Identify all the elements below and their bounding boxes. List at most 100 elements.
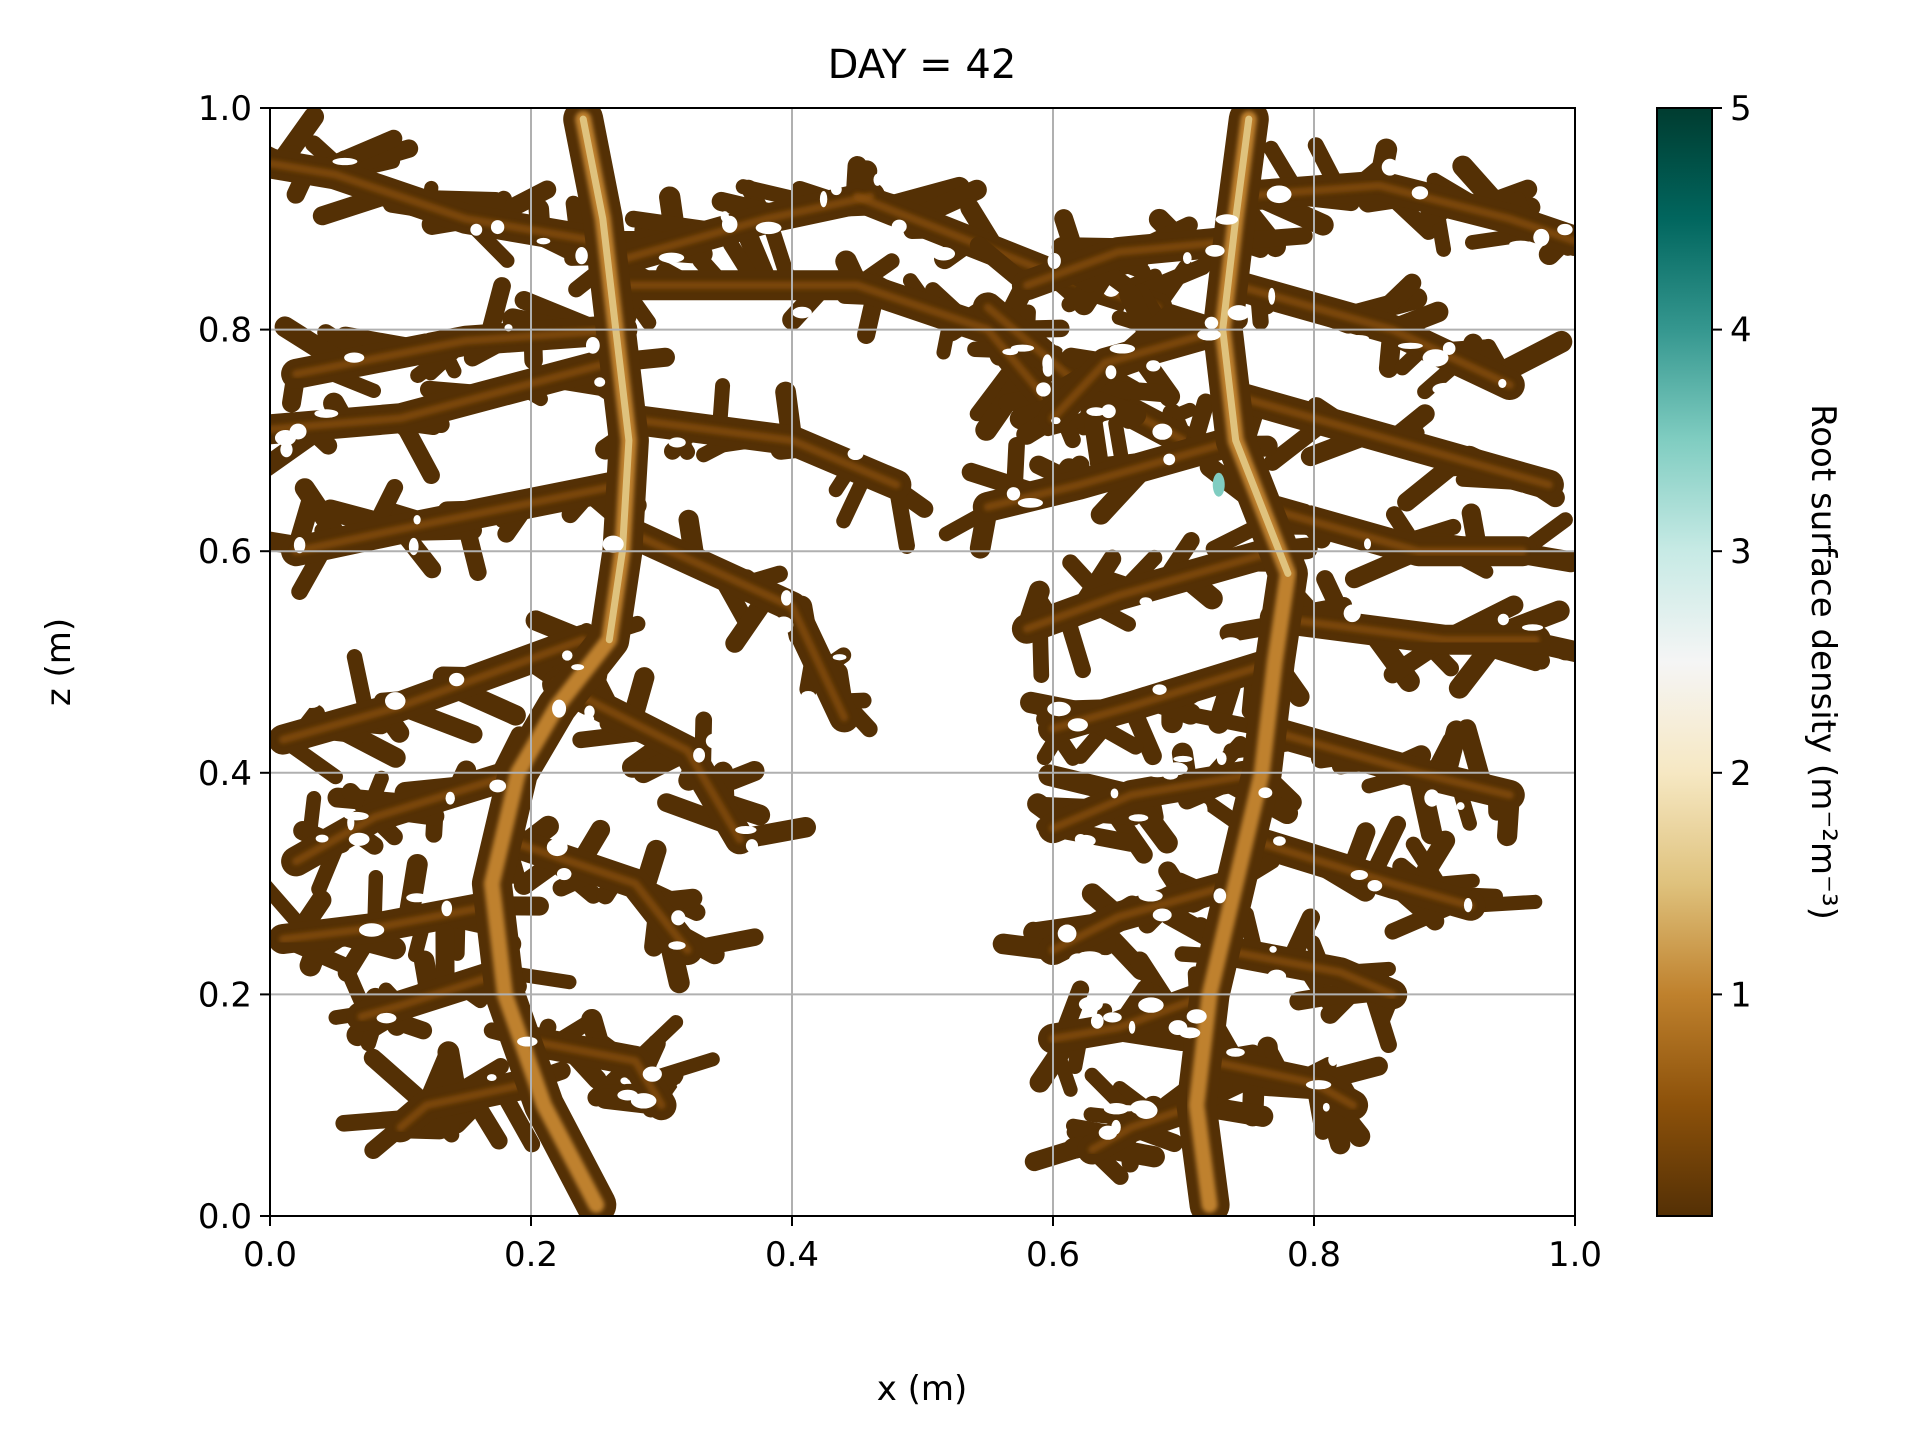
density-gap (1135, 1101, 1158, 1119)
y-tick-label: 0.4 (198, 754, 252, 794)
density-gap (546, 838, 568, 857)
density-gap (302, 699, 320, 709)
root-system-left (270, 108, 1232, 1216)
density-gap (1521, 624, 1544, 631)
density-gap (873, 173, 882, 186)
density-gap (1152, 684, 1167, 695)
density-gap (1514, 492, 1527, 500)
colorbar: 1 2 3 4 5 Root surface density (m⁻²m⁻³) (1656, 89, 1843, 1217)
density-gap (1067, 718, 1088, 732)
lateral-root-core (983, 436, 1240, 511)
y-axis-ticks: 0.0 0.2 0.4 0.6 0.8 1.0 (198, 89, 270, 1237)
density-gap (1335, 947, 1356, 958)
density-gap (1422, 349, 1449, 367)
density-gap (344, 352, 365, 363)
y-tick-label: 0.2 (198, 975, 252, 1015)
lateral-root-core (1022, 237, 1240, 290)
density-gap (376, 1012, 397, 1024)
lateral-root-core (292, 480, 627, 556)
density-gap (1103, 1103, 1129, 1115)
fine-root (270, 418, 280, 440)
density-gap (584, 705, 595, 719)
density-gap (1216, 752, 1227, 766)
density-gap (552, 699, 567, 718)
density-gap (556, 867, 572, 881)
density-gap (315, 834, 329, 843)
density-gap (585, 337, 600, 354)
lateral-root-core (1049, 325, 1227, 423)
density-gap (755, 221, 782, 235)
density-gap (1047, 252, 1061, 269)
colorbar-tick-label: 4 (1730, 311, 1752, 351)
density-gap (1227, 305, 1250, 321)
density-gap (510, 410, 534, 417)
lateral-root-core (514, 1034, 666, 1110)
density-gap (781, 590, 792, 606)
density-gap (1343, 604, 1361, 623)
density-gap (1138, 890, 1163, 902)
density-gap (433, 881, 450, 896)
density-gap (671, 910, 686, 926)
colorbar-tick-label: 3 (1730, 532, 1752, 572)
x-tick-label: 0.4 (765, 1235, 819, 1275)
density-gap (1220, 637, 1242, 651)
density-gap (1456, 802, 1465, 811)
lateral-root-core (1218, 946, 1397, 999)
density-gap (792, 306, 812, 319)
density-gap (1200, 803, 1208, 818)
density-gap (536, 237, 551, 245)
density-gap (1350, 870, 1368, 880)
lateral-root-core (292, 768, 522, 866)
density-gap (1509, 240, 1533, 248)
density-hotspot (1212, 472, 1225, 497)
density-gap (314, 409, 339, 418)
density-gap (1074, 834, 1087, 845)
density-gap (1497, 613, 1509, 626)
lateral-root-core (1049, 768, 1266, 833)
density-gap (648, 696, 660, 709)
density-gap (1109, 343, 1136, 354)
density-gap (1328, 1053, 1338, 1066)
density-gap (1139, 597, 1153, 607)
density-gap (932, 246, 956, 261)
density-gap (441, 900, 453, 917)
density-gap (1152, 908, 1172, 922)
lateral-root-core (618, 281, 1057, 412)
density-gap (448, 672, 465, 687)
density-gap (594, 377, 606, 387)
density-gap (1204, 316, 1219, 330)
density-gap (801, 690, 816, 700)
density-gap (859, 230, 868, 247)
density-gap (517, 1036, 538, 1047)
density-gap (819, 191, 828, 208)
density-gap (832, 654, 847, 661)
density-gap (810, 228, 827, 238)
density-gap (1103, 1012, 1122, 1023)
density-gap (274, 430, 297, 446)
density-gap (1273, 836, 1286, 846)
density-gap (1442, 342, 1456, 355)
density-gap (1078, 996, 1103, 1012)
colorbar-tick-label: 5 (1730, 89, 1752, 129)
y-tick-label: 0.6 (198, 532, 252, 572)
density-gap (408, 537, 419, 556)
density-gap (1424, 789, 1440, 807)
grid-lines (270, 108, 1575, 1216)
lateral-root-core (500, 835, 692, 955)
density-gap (642, 1066, 662, 1082)
density-gap (1128, 1020, 1136, 1034)
plot-area (270, 108, 1575, 1216)
lateral-root-core (357, 968, 509, 1021)
density-gap (1173, 755, 1193, 763)
main-root-highlight (579, 115, 633, 644)
density-gap (1280, 982, 1305, 989)
density-gap (1322, 1102, 1330, 1112)
lateral-root-core (553, 680, 744, 844)
colorbar-ticks: 1 2 3 4 5 (1712, 89, 1752, 1015)
density-gap (1205, 244, 1225, 257)
x-tick-label: 0.8 (1287, 1235, 1341, 1275)
density-gap (571, 664, 585, 671)
density-gap (1411, 186, 1429, 200)
lateral-root-core (1049, 990, 1214, 1043)
density-gap (1267, 969, 1287, 983)
